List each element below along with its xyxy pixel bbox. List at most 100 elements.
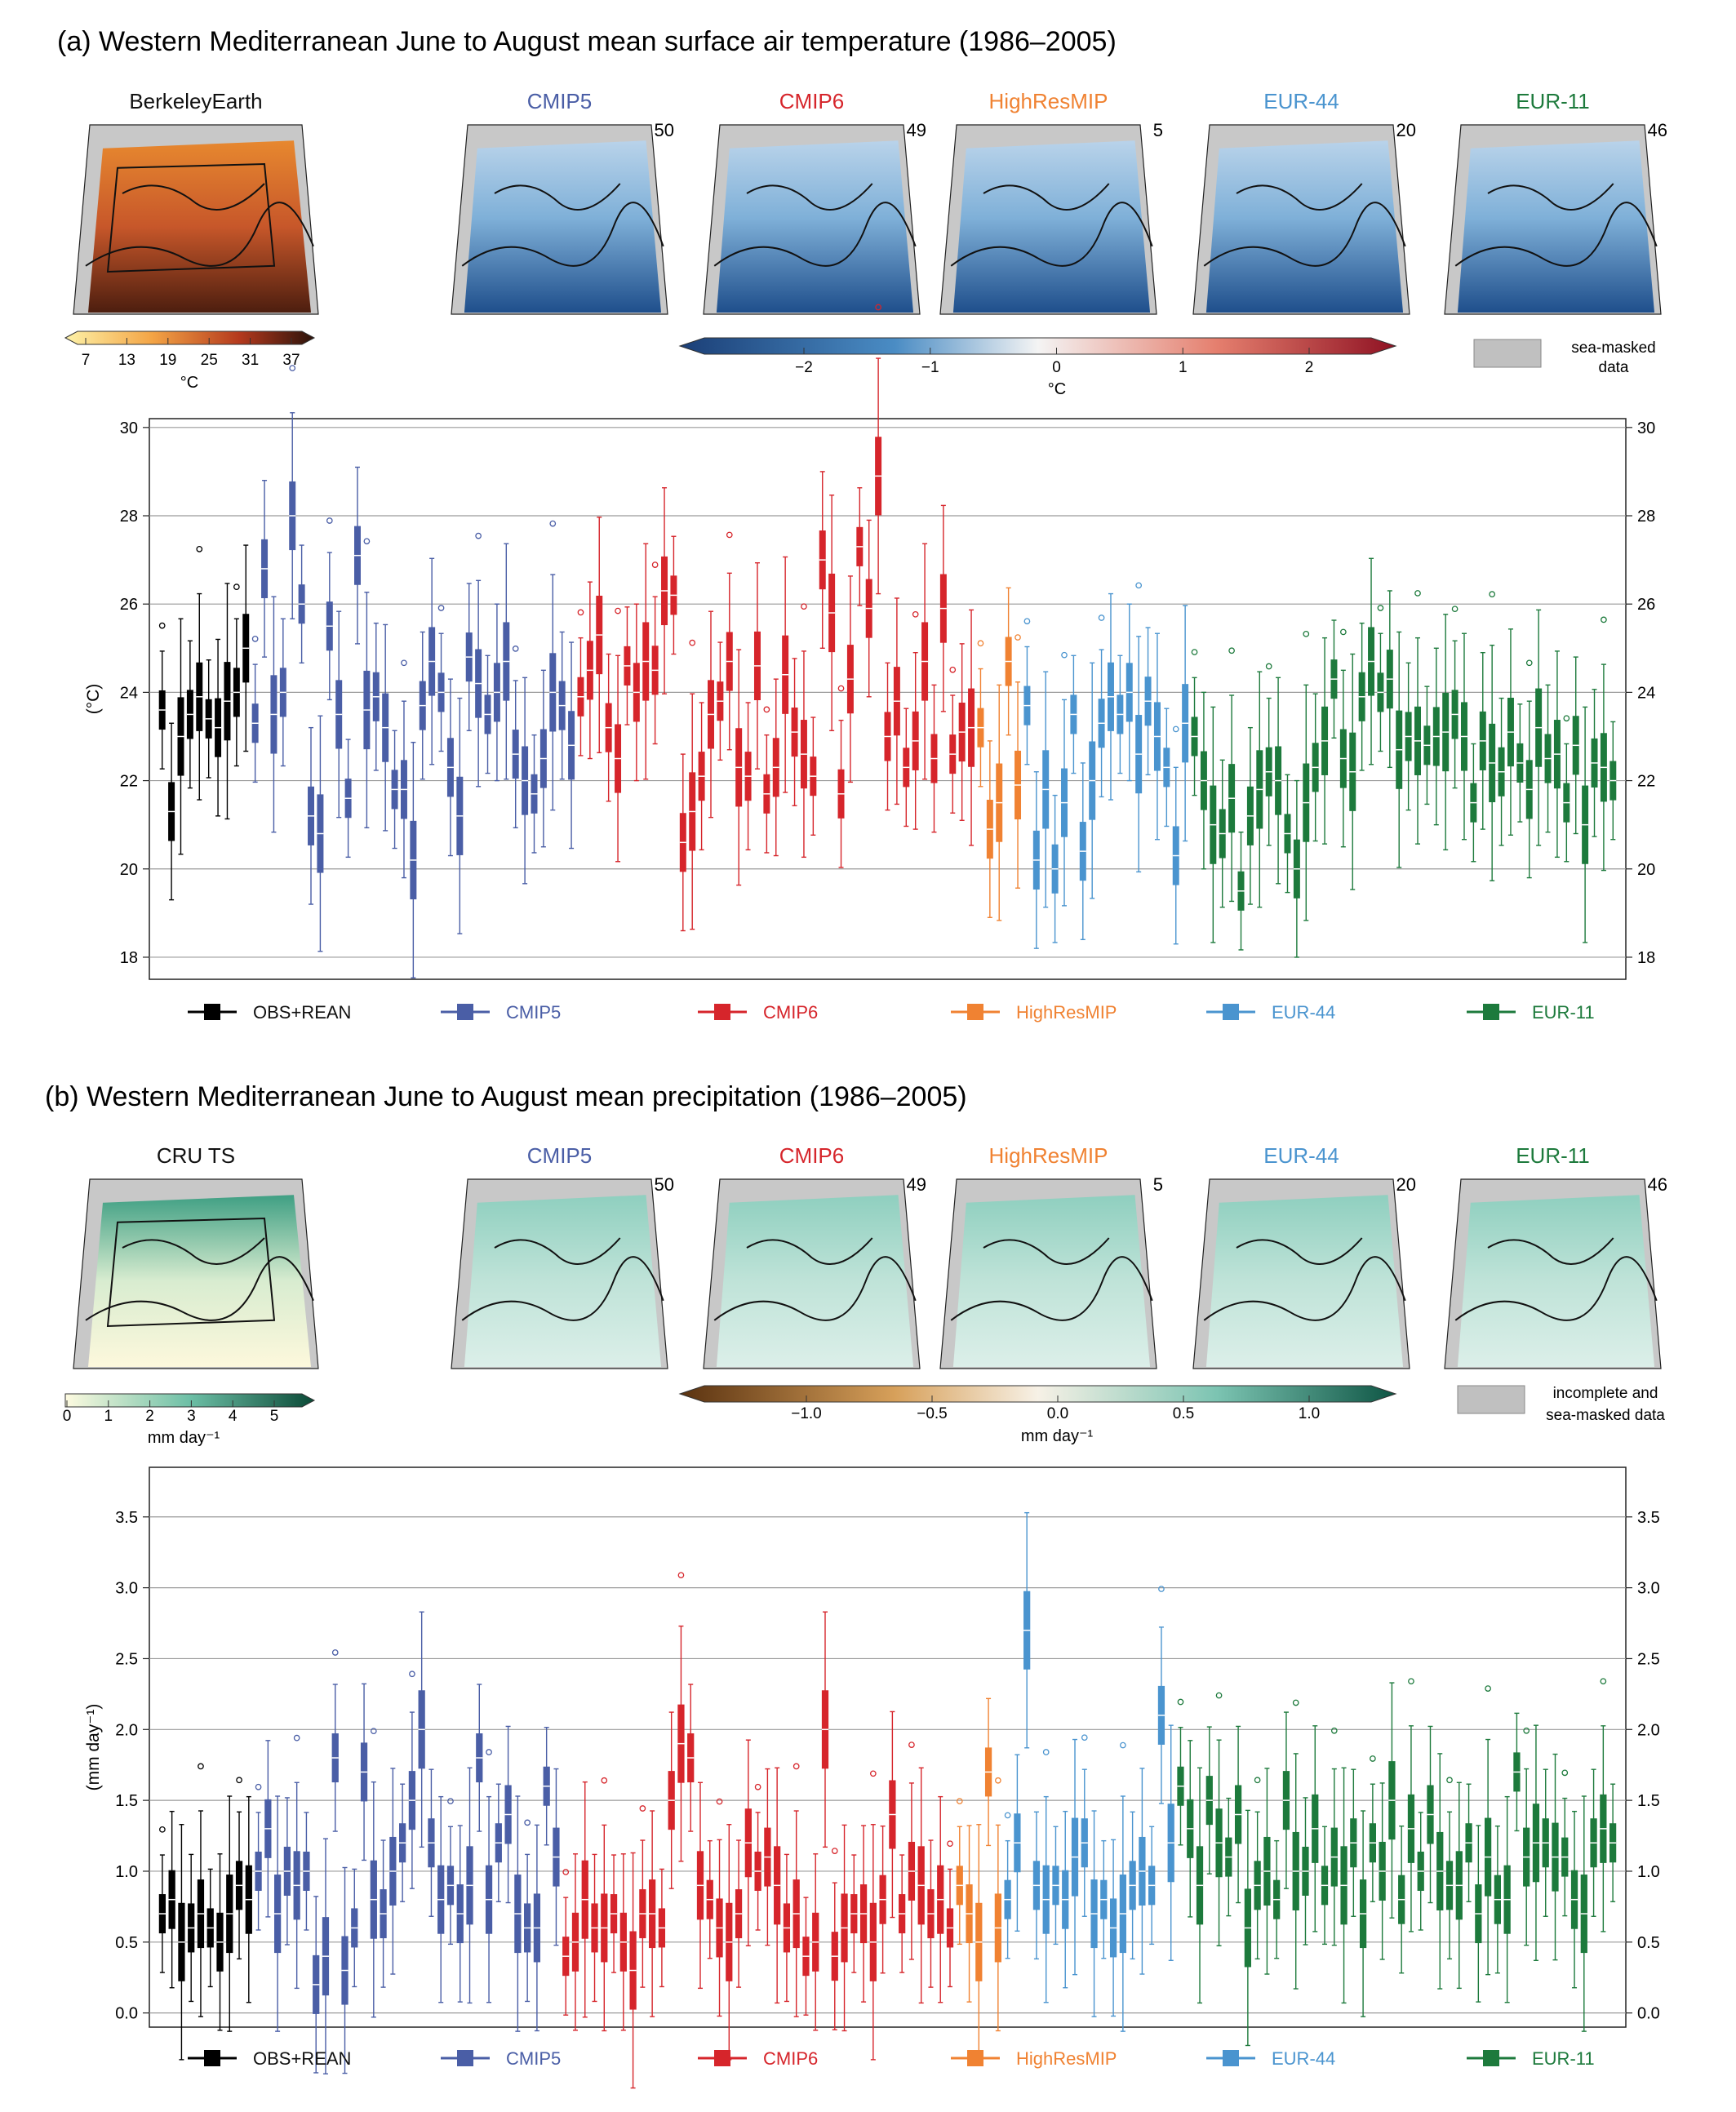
y-axis-label: (mm day⁻¹) [84, 1704, 103, 1791]
ensemble-count: 50 [655, 1174, 674, 1195]
y-tick-label: 26 [120, 596, 138, 614]
coastline-north [1487, 1237, 1614, 1265]
legend-label-eur11: EUR-11 [1532, 2048, 1595, 2069]
map-data-field [716, 1195, 914, 1367]
legend-label-cmip5: CMIP5 [506, 2048, 561, 2069]
y-tick-label-right: 2.0 [1637, 1721, 1660, 1739]
box-outlier [289, 365, 296, 371]
box-outlier [198, 1763, 204, 1770]
box-outlier [1172, 725, 1179, 733]
ensemble-count: 5 [1153, 1174, 1163, 1195]
map-title: EUR-44 [1263, 89, 1339, 113]
panel-a-title: (a) Western Mediterranean June to August… [57, 26, 1117, 57]
y-tick-label-right: 22 [1637, 773, 1655, 791]
panel-b-mask-legend: incomplete and sea-masked data [1457, 1385, 1665, 1424]
box-outlier [831, 1848, 838, 1854]
box-outlier [1414, 590, 1421, 597]
coastline-north [746, 1237, 873, 1265]
y-tick-label: 2.0 [115, 1721, 138, 1739]
bias-colorbar-bar [678, 337, 1397, 355]
coastline [950, 1256, 1153, 1321]
box-outlier [1523, 1727, 1530, 1734]
panel-a-bias-colorbar: −2 −1 0 1 2 °C [678, 337, 1397, 398]
map-data-field [1205, 1195, 1404, 1367]
map-title: CMIP6 [779, 1143, 844, 1168]
map-data-field [716, 140, 914, 313]
legend-swatch-highres [967, 1004, 983, 1020]
obs-map: BerkeleyEarth [73, 89, 319, 315]
box-outlier [437, 605, 445, 611]
box-outlier [1061, 651, 1068, 659]
box-outlier [837, 685, 845, 692]
box-outlier [869, 1770, 877, 1777]
box-outlier [409, 1671, 415, 1678]
legend-swatch-cmip6 [714, 2050, 730, 2066]
box-outlier [512, 646, 519, 652]
y-tick-label: 24 [120, 684, 138, 702]
abs-colorbar-bar [64, 1393, 316, 1408]
colorbar-tick-label: 25 [201, 352, 218, 369]
coastline [713, 1256, 917, 1321]
y-tick-label-right: 18 [1637, 949, 1655, 967]
box-outlier [1485, 1685, 1491, 1692]
legend-swatch-eur44 [1223, 1004, 1239, 1020]
mask-legend-line1: sea-masked [1571, 339, 1656, 357]
region-box [106, 162, 276, 273]
box-outlier [1015, 634, 1021, 641]
y-tick-label-right: 0.5 [1637, 1934, 1660, 1952]
box-outlier [1601, 616, 1607, 623]
panel-a-maps: BerkeleyEarth CMIP5 50 CMIP6 49 HighResMIP 5 EU… [73, 89, 1667, 315]
colorbar-tick-label: 1 [104, 1408, 113, 1425]
colorbar-tick-label: 2 [145, 1408, 154, 1425]
legend-label-cmip6: CMIP6 [763, 2048, 818, 2069]
colorbar-tick-label: 1.0 [1299, 1405, 1320, 1422]
box-outlier [1120, 1742, 1126, 1749]
box-outlier [1370, 1755, 1376, 1762]
panel-b-abs-colorbar: 0 1 2 3 4 5 mm day⁻¹ [63, 1393, 316, 1447]
colorbar-tick-label: 37 [282, 352, 300, 369]
panel-b-bias-colorbar: −1.0 −0.5 0.0 0.5 1.0 mm day⁻¹ [678, 1385, 1397, 1445]
box-outlier [615, 607, 621, 615]
legend-swatch-cmip5 [457, 1004, 473, 1020]
legend-swatch-eur11 [1483, 2050, 1499, 2066]
y-tick-label-right: 2.5 [1637, 1650, 1660, 1668]
box-outlier [947, 1840, 953, 1848]
ensemble-count: 20 [1396, 1174, 1416, 1195]
y-tick-label: 2.5 [115, 1650, 138, 1668]
colorbar-tick-label: 19 [159, 352, 176, 369]
ensemble-count: 46 [1648, 120, 1667, 140]
map-eur44: EUR-44 20 [1192, 1143, 1416, 1369]
ensemble-count: 20 [1396, 120, 1416, 140]
mask-swatch [1457, 1385, 1525, 1414]
legend-label-cmip6: CMIP6 [763, 1002, 818, 1023]
y-tick-label: 0.0 [115, 2005, 138, 2023]
abs-colorbar-unit: °C [180, 374, 198, 392]
legend-swatch-cmip6 [714, 1004, 730, 1020]
map-cmip6: CMIP6 49 [703, 89, 926, 315]
coastline [461, 1256, 664, 1321]
box-outlier [1265, 663, 1272, 670]
box-outlier [793, 1763, 800, 1770]
bias-colorbar-bar [678, 1385, 1397, 1403]
box-outlier [251, 636, 259, 642]
panel-b-maps: CRU TS CMIP550CMIP649HighResMIP5EUR-4420E… [73, 1143, 1667, 1369]
abs-colorbar-unit: mm day⁻¹ [148, 1429, 220, 1447]
panel-a-abs-colorbar: 7 13 19 25 31 37 °C [64, 331, 316, 392]
box-outlier [1004, 1812, 1011, 1819]
box-outlier [956, 1798, 963, 1804]
box-outlier [1177, 1698, 1184, 1706]
map-eur44: EUR-44 20 [1192, 89, 1416, 315]
colorbar-tick-label: 2 [1305, 359, 1314, 376]
box-outlier [977, 640, 984, 647]
box-outlier [754, 1783, 761, 1790]
box-outlier [677, 1572, 685, 1579]
box-outlier [1292, 1699, 1299, 1706]
colorbar-tick-label: 4 [229, 1408, 238, 1425]
map-data-field [88, 140, 311, 313]
box-outlier [1098, 615, 1105, 621]
y-tick-label: 0.5 [115, 1934, 138, 1952]
ensemble-count: 46 [1648, 1174, 1667, 1195]
coastline [461, 202, 664, 267]
box-outlier [1191, 649, 1198, 655]
